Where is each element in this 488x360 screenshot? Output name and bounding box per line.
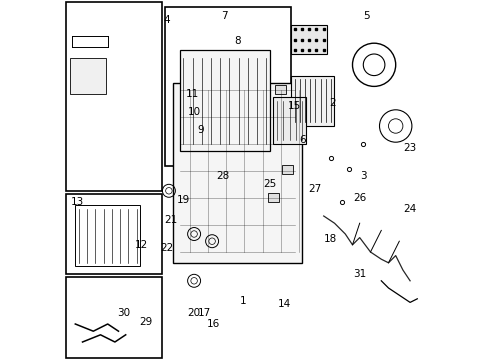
Text: 7: 7 xyxy=(221,11,227,21)
Text: 18: 18 xyxy=(324,234,337,244)
Text: 25: 25 xyxy=(263,179,276,189)
Text: 19: 19 xyxy=(176,195,189,205)
Text: 23: 23 xyxy=(403,143,416,153)
FancyBboxPatch shape xyxy=(172,83,302,263)
Text: 14: 14 xyxy=(277,299,290,309)
Text: 4: 4 xyxy=(163,15,170,25)
Text: 13: 13 xyxy=(70,197,83,207)
Text: 5: 5 xyxy=(363,11,369,21)
Bar xyxy=(66,2,162,191)
Text: 21: 21 xyxy=(164,215,177,225)
Text: 31: 31 xyxy=(352,269,366,279)
Text: 26: 26 xyxy=(352,193,366,203)
Text: 16: 16 xyxy=(207,319,220,329)
Bar xyxy=(273,97,305,144)
Text: 10: 10 xyxy=(187,107,200,117)
Text: 12: 12 xyxy=(135,240,148,250)
Text: 22: 22 xyxy=(160,243,173,253)
Text: 11: 11 xyxy=(185,89,199,99)
Bar xyxy=(267,193,278,202)
Text: 17: 17 xyxy=(198,308,211,318)
Bar xyxy=(291,76,334,126)
Bar xyxy=(66,277,162,358)
Text: 2: 2 xyxy=(329,98,335,108)
Text: 27: 27 xyxy=(307,184,321,194)
Text: 9: 9 xyxy=(197,125,203,135)
Bar xyxy=(70,58,106,94)
Text: 30: 30 xyxy=(117,308,130,318)
Text: 6: 6 xyxy=(298,135,305,145)
Text: 3: 3 xyxy=(359,171,366,181)
Text: 8: 8 xyxy=(234,36,240,46)
Text: 24: 24 xyxy=(402,204,415,214)
Text: 1: 1 xyxy=(239,296,245,306)
Bar xyxy=(75,205,140,266)
Text: 28: 28 xyxy=(216,171,229,181)
Bar xyxy=(275,85,285,94)
Bar xyxy=(282,165,292,174)
Bar xyxy=(291,25,326,54)
Bar xyxy=(165,7,291,166)
Text: 20: 20 xyxy=(187,308,200,318)
Bar xyxy=(66,194,162,274)
Text: 29: 29 xyxy=(139,317,152,327)
Bar xyxy=(179,50,269,151)
Text: 15: 15 xyxy=(288,101,301,111)
